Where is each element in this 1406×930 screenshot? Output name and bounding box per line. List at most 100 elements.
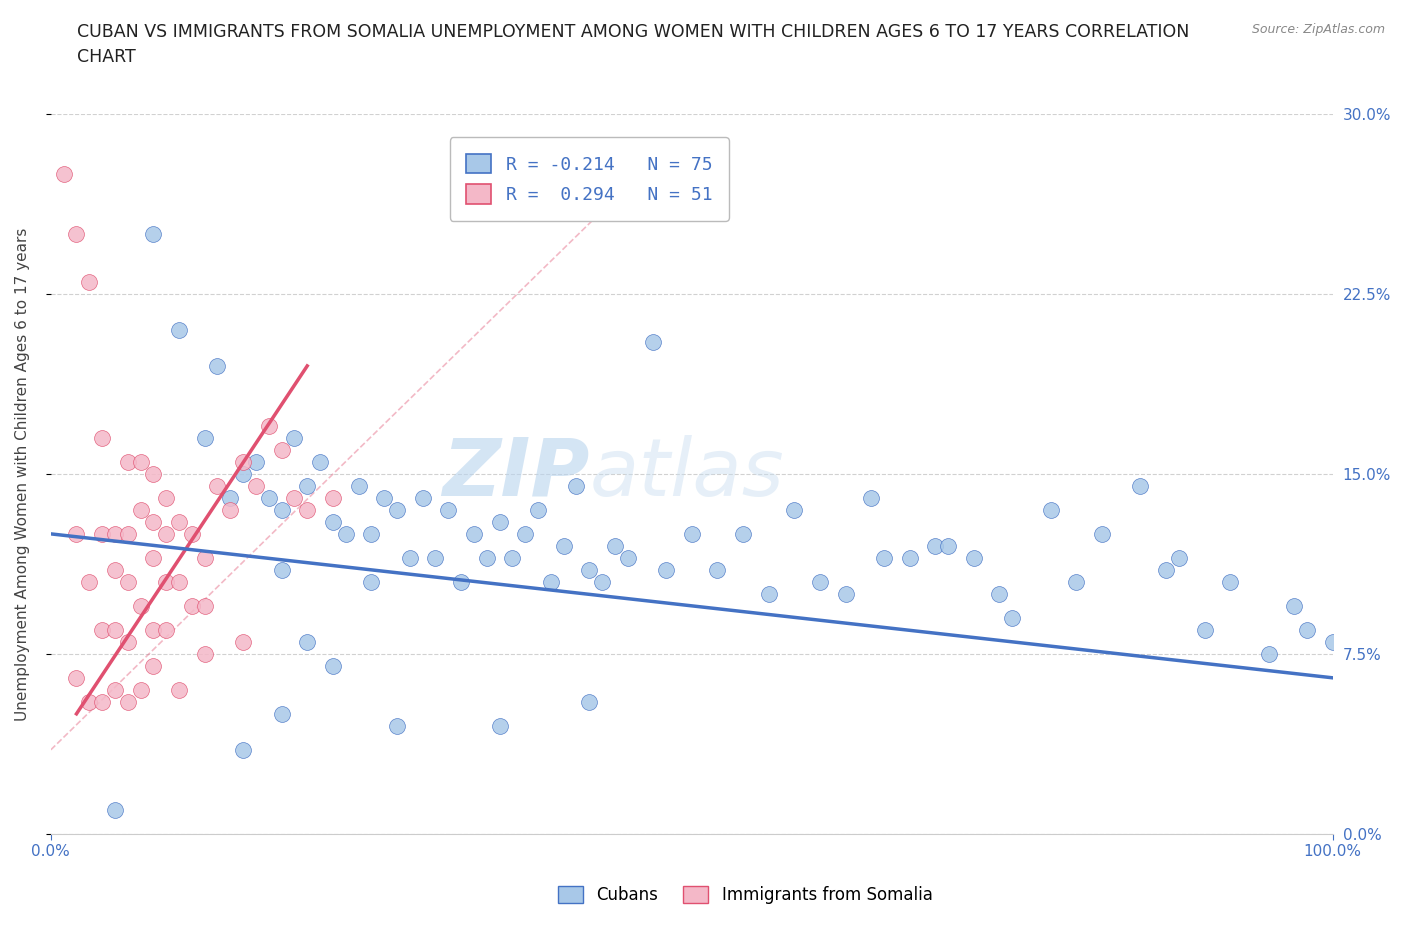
Point bbox=[257, 490, 280, 505]
Point bbox=[104, 563, 127, 578]
Point bbox=[309, 455, 332, 470]
Point bbox=[578, 563, 600, 578]
Point bbox=[270, 502, 292, 517]
Point bbox=[142, 551, 165, 565]
Point bbox=[91, 622, 114, 637]
Point bbox=[936, 538, 959, 553]
Point bbox=[385, 718, 408, 733]
Point bbox=[297, 478, 319, 493]
Point bbox=[270, 443, 292, 458]
Point bbox=[591, 575, 613, 590]
Point bbox=[52, 166, 75, 181]
Point bbox=[322, 658, 344, 673]
Point bbox=[283, 490, 305, 505]
Point bbox=[117, 634, 139, 649]
Point bbox=[117, 526, 139, 541]
Point bbox=[565, 478, 588, 493]
Point bbox=[142, 514, 165, 529]
Point bbox=[104, 622, 127, 637]
Point bbox=[155, 490, 177, 505]
Point bbox=[347, 478, 370, 493]
Point bbox=[167, 575, 190, 590]
Point bbox=[412, 490, 434, 505]
Point bbox=[65, 227, 87, 242]
Point bbox=[385, 502, 408, 517]
Point bbox=[475, 551, 498, 565]
Point bbox=[257, 418, 280, 433]
Point bbox=[79, 695, 101, 710]
Point bbox=[1257, 646, 1279, 661]
Legend: Cubans, Immigrants from Somalia: Cubans, Immigrants from Somalia bbox=[550, 878, 941, 912]
Point bbox=[142, 658, 165, 673]
Point bbox=[808, 575, 831, 590]
Point bbox=[167, 683, 190, 698]
Point bbox=[232, 742, 254, 757]
Point bbox=[873, 551, 896, 565]
Point bbox=[232, 634, 254, 649]
Point bbox=[297, 634, 319, 649]
Point bbox=[155, 575, 177, 590]
Point bbox=[104, 683, 127, 698]
Point bbox=[79, 274, 101, 289]
Point bbox=[65, 671, 87, 685]
Point bbox=[167, 514, 190, 529]
Point bbox=[706, 563, 728, 578]
Point bbox=[322, 490, 344, 505]
Point bbox=[104, 803, 127, 817]
Point bbox=[283, 431, 305, 445]
Point bbox=[1322, 634, 1344, 649]
Point bbox=[65, 526, 87, 541]
Text: Source: ZipAtlas.com: Source: ZipAtlas.com bbox=[1251, 23, 1385, 36]
Point bbox=[1066, 575, 1088, 590]
Point bbox=[270, 563, 292, 578]
Point bbox=[129, 502, 152, 517]
Point bbox=[963, 551, 986, 565]
Point bbox=[219, 490, 242, 505]
Point bbox=[450, 575, 472, 590]
Point bbox=[297, 502, 319, 517]
Point bbox=[488, 718, 510, 733]
Text: atlas: atlas bbox=[589, 435, 785, 512]
Point bbox=[79, 575, 101, 590]
Point bbox=[194, 431, 217, 445]
Point bbox=[643, 335, 665, 350]
Point bbox=[1154, 563, 1177, 578]
Point bbox=[360, 526, 382, 541]
Point bbox=[167, 323, 190, 338]
Point bbox=[219, 502, 242, 517]
Point bbox=[360, 575, 382, 590]
Point bbox=[1219, 575, 1241, 590]
Point bbox=[924, 538, 946, 553]
Point bbox=[180, 526, 202, 541]
Point bbox=[194, 646, 217, 661]
Point bbox=[578, 695, 600, 710]
Point bbox=[117, 695, 139, 710]
Point bbox=[616, 551, 638, 565]
Point bbox=[245, 455, 267, 470]
Point bbox=[425, 551, 447, 565]
Point bbox=[91, 526, 114, 541]
Point bbox=[194, 598, 217, 613]
Point bbox=[129, 683, 152, 698]
Point bbox=[207, 478, 229, 493]
Point bbox=[117, 575, 139, 590]
Point bbox=[681, 526, 703, 541]
Point bbox=[142, 227, 165, 242]
Point bbox=[245, 478, 267, 493]
Point bbox=[834, 587, 856, 602]
Point bbox=[527, 502, 550, 517]
Point bbox=[540, 575, 562, 590]
Point bbox=[322, 514, 344, 529]
Legend: R = -0.214   N = 75, R =  0.294   N = 51: R = -0.214 N = 75, R = 0.294 N = 51 bbox=[450, 138, 728, 220]
Point bbox=[603, 538, 626, 553]
Point bbox=[1168, 551, 1191, 565]
Point bbox=[655, 563, 678, 578]
Point bbox=[553, 538, 575, 553]
Point bbox=[1129, 478, 1152, 493]
Point bbox=[988, 587, 1011, 602]
Point bbox=[398, 551, 420, 565]
Point bbox=[488, 514, 510, 529]
Point bbox=[373, 490, 395, 505]
Point bbox=[232, 455, 254, 470]
Point bbox=[180, 598, 202, 613]
